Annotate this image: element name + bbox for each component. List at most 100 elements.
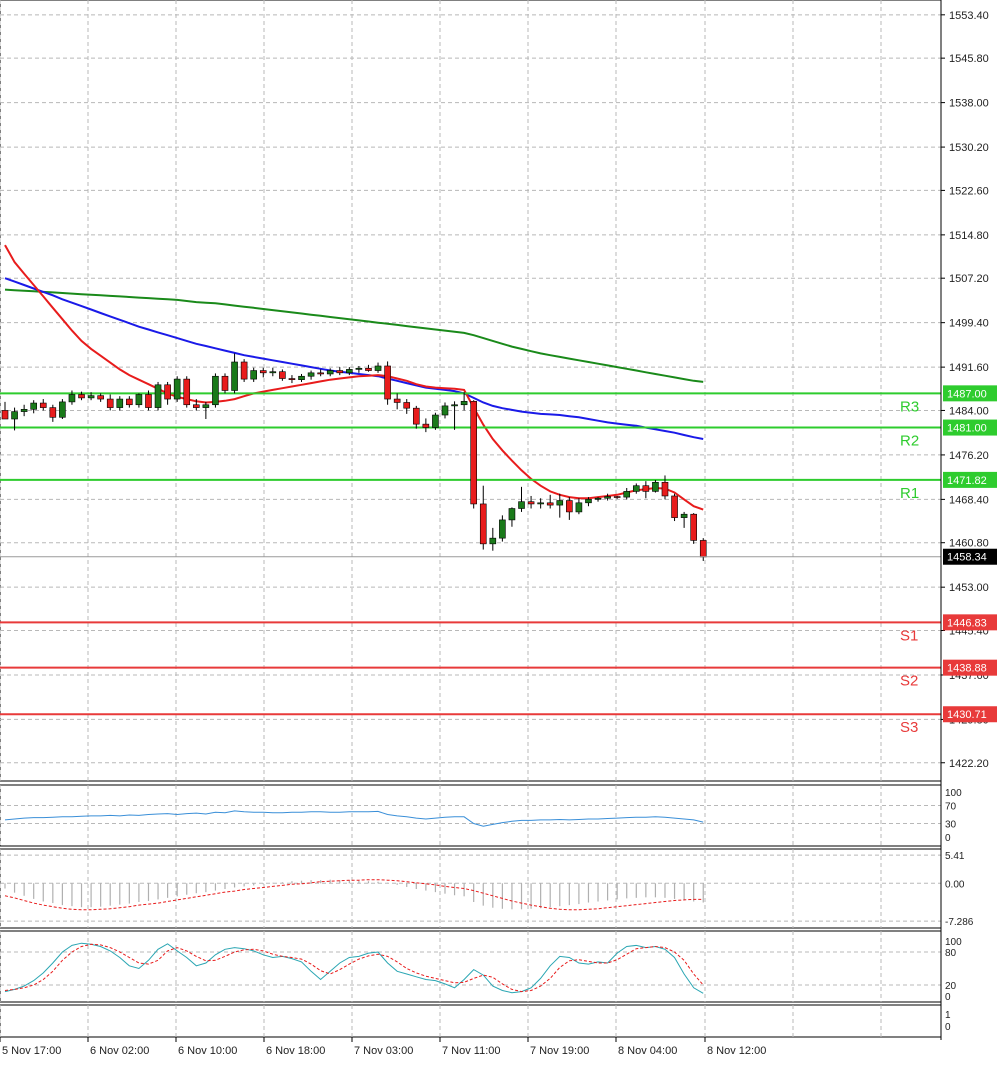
candle-body (393, 398, 401, 403)
candle-body (384, 365, 391, 400)
candle-body (575, 502, 583, 513)
y-tick-label: 1499.40 (949, 318, 989, 330)
x-axis-label: 7 Nov 11:00 (442, 1045, 501, 1057)
macd-tick-label: 0.00 (945, 879, 965, 890)
candle-body (193, 404, 200, 408)
level-name-s3: S3 (900, 719, 918, 736)
level-name-s1: S1 (900, 627, 918, 644)
candle-body (279, 371, 286, 379)
stochastic-tick-label: 100 (945, 937, 962, 948)
y-tick-label: 1514.80 (949, 230, 989, 242)
candle-body (489, 537, 497, 545)
candle-body (78, 394, 85, 399)
rsi-tick-label: 30 (945, 820, 957, 831)
rsi-tick-label: 0 (945, 833, 951, 844)
x-axis-label: 5 Nov 17:00 (2, 1045, 61, 1057)
x-axis-label: 8 Nov 04:00 (618, 1045, 677, 1057)
y-tick-label: 1476.20 (949, 450, 989, 462)
level-price-box-r3 (943, 385, 997, 402)
moving-average-green-line (4, 288, 704, 383)
level-price-label-s2: 1438.88 (947, 663, 987, 675)
candle-body (126, 398, 133, 406)
moving-average-blue-line (4, 277, 704, 440)
y-tick-label: 1507.20 (949, 273, 989, 285)
candle-body (632, 485, 640, 492)
candle-body (432, 414, 439, 428)
level-price-box-s3 (943, 706, 997, 723)
candle-body (336, 370, 344, 374)
candle-body (202, 404, 210, 408)
macd-signal-line (4, 879, 704, 911)
y-tick-label: 1460.80 (949, 538, 989, 550)
candle-body (20, 409, 28, 412)
candle-body (145, 394, 152, 408)
candle-body (1, 410, 9, 420)
candle-body (221, 375, 229, 391)
candle-body (690, 513, 697, 541)
candle-body (470, 401, 477, 505)
bottom-pane-tick-label: 1 (945, 1010, 951, 1021)
candle-body (173, 378, 181, 400)
y-tick-label: 1538.00 (949, 98, 989, 110)
candle-body (374, 365, 382, 371)
level-price-label-s3: 1430.71 (947, 709, 987, 721)
candle-body (231, 361, 238, 391)
level-price-box-r2 (943, 419, 997, 436)
candle-body (30, 402, 37, 410)
candle-body (546, 502, 554, 506)
level-price-label-r1: 1471.82 (947, 475, 987, 487)
candle-body (518, 501, 525, 509)
y-tick-label: 1545.80 (949, 53, 989, 65)
level-name-r1: R1 (900, 485, 919, 502)
candle-body (623, 491, 631, 498)
candle-body (604, 496, 611, 499)
y-tick-label: 1422.20 (949, 758, 989, 770)
stochastic-tick-label: 80 (945, 948, 957, 959)
rsi-tick-label: 70 (945, 802, 957, 813)
candle-body (298, 375, 305, 380)
candle-body (97, 395, 104, 400)
level-name-r3: R3 (900, 398, 919, 415)
candle-body (212, 375, 219, 406)
candle-body (585, 499, 592, 504)
candle-body (288, 378, 296, 380)
candle-body (537, 502, 544, 505)
x-axis-label: 6 Nov 10:00 (178, 1045, 237, 1057)
x-axis-label: 6 Nov 02:00 (90, 1045, 149, 1057)
candle-body (613, 496, 621, 498)
rsi-line (4, 810, 704, 827)
x-axis-label: 7 Nov 19:00 (530, 1045, 589, 1057)
candle-body (527, 501, 535, 505)
candle-body (451, 404, 458, 407)
candle-body (699, 540, 707, 558)
candle-body (135, 394, 143, 406)
candle-body (460, 401, 468, 406)
level-price-label-r2: 1481.00 (947, 423, 987, 435)
candle-body (556, 500, 564, 506)
candle-body (441, 405, 449, 416)
candle-body (11, 411, 18, 420)
candle-body (412, 407, 420, 425)
candle-body (680, 513, 688, 518)
x-axis-label: 7 Nov 03:00 (354, 1045, 413, 1057)
y-tick-label: 1553.40 (949, 10, 989, 22)
candle-body (39, 402, 47, 408)
candle-body (403, 402, 411, 409)
candle-body (49, 407, 57, 418)
current-price-label: 1458.34 (947, 552, 987, 564)
current-price-box (943, 548, 997, 565)
candle-body (269, 371, 277, 374)
candle-body (594, 497, 602, 500)
candle-body (346, 369, 353, 374)
candle-body (642, 485, 650, 492)
candle-body (164, 384, 171, 400)
stochastic-tick-label: 0 (945, 992, 951, 1003)
level-name-r2: R2 (900, 433, 919, 450)
macd-pane-frame (0, 848, 942, 929)
y-tick-label: 1468.40 (949, 494, 989, 506)
macd-tick-label: -7.286 (945, 917, 974, 928)
y-tick-label: 1484.00 (949, 405, 989, 417)
level-price-box-s1 (943, 614, 997, 631)
candle-body (59, 401, 66, 418)
